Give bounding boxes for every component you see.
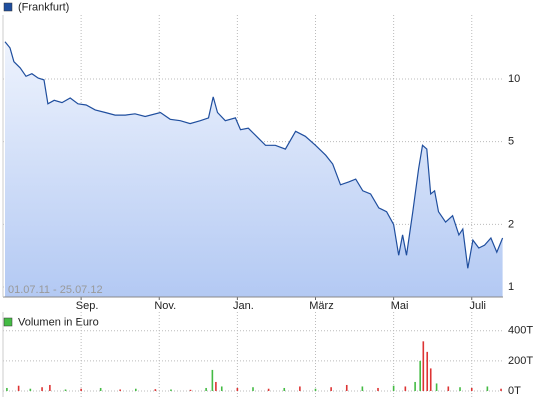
volume-bar bbox=[422, 341, 425, 391]
volume-bar bbox=[447, 386, 450, 391]
legend-label: (Frankfurt) bbox=[18, 1, 69, 13]
volume-bar bbox=[414, 381, 416, 391]
volume-bar bbox=[429, 368, 432, 391]
volume-bar bbox=[377, 387, 379, 391]
volume-bar bbox=[189, 389, 192, 391]
y-tick-label: 10 bbox=[508, 73, 520, 85]
volume-bar bbox=[500, 388, 502, 391]
date-range: 01.07.11 - 25.07.12 bbox=[8, 284, 103, 296]
x-tick-label: Sep. bbox=[76, 300, 99, 312]
volume-bar bbox=[211, 369, 214, 391]
price-panel: Sep. Nov. Jan. März Mai Juli 1 2 5 10 01.07.11 - 2… bbox=[2, 15, 520, 312]
volume-bar bbox=[41, 387, 43, 391]
area bbox=[5, 41, 503, 298]
volume-panel: 0T 200T 400T bbox=[2, 312, 533, 397]
volume-bar bbox=[135, 388, 137, 391]
x-tick-label: Jan. bbox=[233, 300, 254, 312]
volume-bar bbox=[267, 388, 270, 391]
x-tick-label: März bbox=[309, 300, 333, 312]
y-tick-label: 200T bbox=[508, 355, 533, 367]
volume-bar bbox=[435, 383, 438, 391]
volume-bar bbox=[220, 386, 223, 391]
volume-bar bbox=[345, 384, 348, 391]
volume-bar bbox=[252, 387, 254, 391]
volume-bar bbox=[299, 386, 301, 391]
x-tick-label: Juli bbox=[469, 300, 486, 312]
y-tick-label: 5 bbox=[508, 135, 514, 147]
volume-bar bbox=[80, 388, 82, 391]
volume-bar bbox=[486, 386, 489, 391]
price-line bbox=[4, 41, 504, 269]
volume-bar bbox=[49, 384, 51, 391]
volume-bar bbox=[99, 387, 102, 391]
volume-bar bbox=[361, 386, 364, 391]
volume-bar bbox=[236, 387, 239, 391]
x-tick-label: Nov. bbox=[154, 300, 176, 312]
volume-bar bbox=[17, 385, 20, 391]
volume-bar bbox=[314, 388, 317, 391]
legend-swatch bbox=[3, 2, 13, 12]
volume-bar bbox=[6, 387, 8, 391]
volume-bar bbox=[170, 389, 172, 391]
volume-bar bbox=[392, 385, 395, 391]
volume-bar bbox=[330, 387, 332, 391]
volume-bar bbox=[64, 389, 67, 391]
volume-bar bbox=[215, 381, 217, 391]
y-tick-label: 1 bbox=[508, 281, 514, 293]
volume-bar bbox=[404, 386, 407, 391]
x-tick-label: Mai bbox=[391, 300, 409, 312]
volume-bar bbox=[426, 351, 429, 391]
y-tick-label: 2 bbox=[508, 218, 514, 230]
legend-label: Volumen in Euro bbox=[18, 316, 99, 328]
volume-bar bbox=[419, 360, 421, 391]
volume-bar bbox=[205, 387, 207, 391]
volume-bar bbox=[459, 387, 461, 391]
volume-bar bbox=[119, 389, 121, 391]
legend-swatch bbox=[3, 317, 13, 327]
volume-bar bbox=[283, 387, 286, 391]
volume-bar bbox=[470, 387, 473, 391]
volume-bar bbox=[154, 389, 157, 391]
volume-bar bbox=[29, 388, 32, 391]
y-tick-label: 400T bbox=[508, 325, 533, 337]
y-tick-label: 0T bbox=[508, 385, 521, 397]
